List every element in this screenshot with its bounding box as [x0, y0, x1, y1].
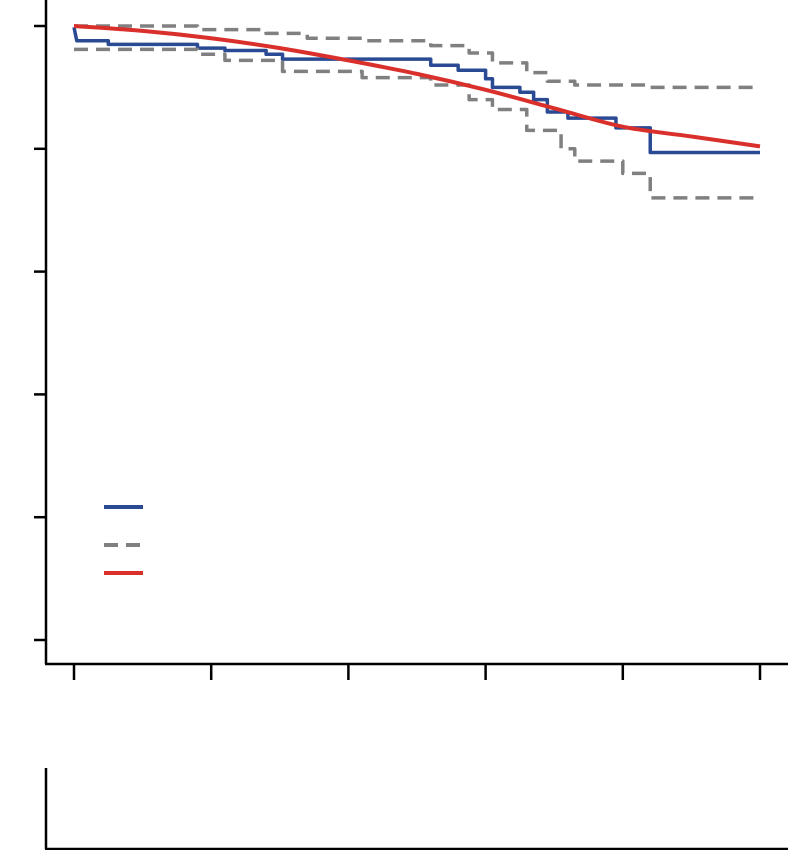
ci-lower-line	[74, 47, 760, 200]
survival-chart	[34, 0, 788, 680]
series-layer	[72, 24, 761, 200]
ci-upper-line	[74, 24, 754, 90]
model-fit-line	[73, 24, 761, 149]
legend	[104, 505, 143, 575]
risk-table-panel	[44, 768, 788, 850]
axes	[34, 0, 788, 680]
km-survival-line	[72, 26, 760, 155]
